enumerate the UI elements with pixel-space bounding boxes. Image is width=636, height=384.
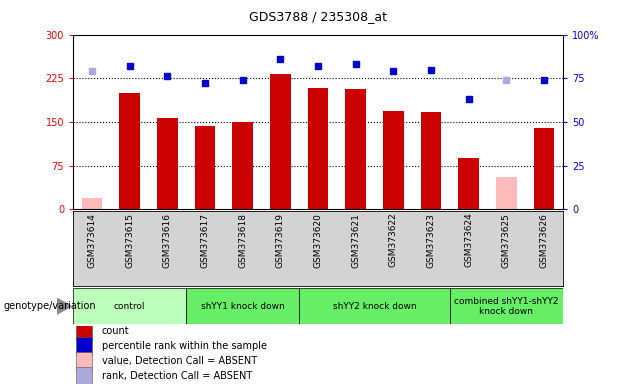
Text: GSM373614: GSM373614 <box>88 213 97 268</box>
Text: control: control <box>114 302 146 311</box>
Text: GSM373623: GSM373623 <box>427 213 436 268</box>
Bar <box>76 323 92 340</box>
Bar <box>459 158 479 209</box>
Bar <box>195 126 216 209</box>
Bar <box>534 128 555 209</box>
Text: GSM373615: GSM373615 <box>125 213 134 268</box>
Text: GSM373619: GSM373619 <box>276 213 285 268</box>
Text: GSM373616: GSM373616 <box>163 213 172 268</box>
Text: shYY2 knock down: shYY2 knock down <box>333 302 417 311</box>
Text: value, Detection Call = ABSENT: value, Detection Call = ABSENT <box>102 356 257 366</box>
Bar <box>299 288 450 324</box>
Bar <box>383 111 404 209</box>
Text: GSM373618: GSM373618 <box>238 213 247 268</box>
Text: count: count <box>102 326 129 336</box>
Polygon shape <box>57 299 71 314</box>
Text: GSM373626: GSM373626 <box>539 213 548 268</box>
Bar <box>81 198 102 209</box>
Bar <box>496 177 516 209</box>
Bar <box>76 367 92 384</box>
Text: shYY1 knock down: shYY1 knock down <box>201 302 284 311</box>
Bar <box>232 122 253 209</box>
Text: genotype/variation: genotype/variation <box>3 301 96 311</box>
Bar <box>76 353 92 369</box>
Bar <box>157 118 177 209</box>
Text: rank, Detection Call = ABSENT: rank, Detection Call = ABSENT <box>102 371 252 381</box>
Text: GDS3788 / 235308_at: GDS3788 / 235308_at <box>249 10 387 23</box>
Text: GSM373624: GSM373624 <box>464 213 473 267</box>
Bar <box>345 89 366 209</box>
Text: GSM373617: GSM373617 <box>200 213 209 268</box>
Text: GSM373620: GSM373620 <box>314 213 322 268</box>
Bar <box>120 93 140 209</box>
Bar <box>308 88 328 209</box>
Text: GSM373625: GSM373625 <box>502 213 511 268</box>
Bar <box>450 288 563 324</box>
Bar <box>186 288 299 324</box>
Text: combined shYY1-shYY2
knock down: combined shYY1-shYY2 knock down <box>454 296 558 316</box>
Text: GSM373621: GSM373621 <box>351 213 360 268</box>
Bar <box>76 338 92 355</box>
Bar <box>270 74 291 209</box>
Bar <box>73 288 186 324</box>
Text: GSM373622: GSM373622 <box>389 213 398 267</box>
Bar <box>420 112 441 209</box>
Text: percentile rank within the sample: percentile rank within the sample <box>102 341 266 351</box>
